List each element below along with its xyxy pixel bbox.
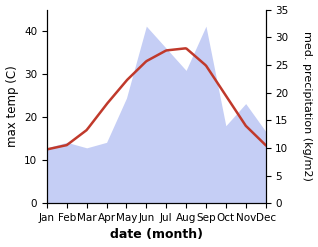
Y-axis label: max temp (C): max temp (C) xyxy=(5,65,18,147)
Y-axis label: med. precipitation (kg/m2): med. precipitation (kg/m2) xyxy=(302,31,313,181)
X-axis label: date (month): date (month) xyxy=(110,228,203,242)
